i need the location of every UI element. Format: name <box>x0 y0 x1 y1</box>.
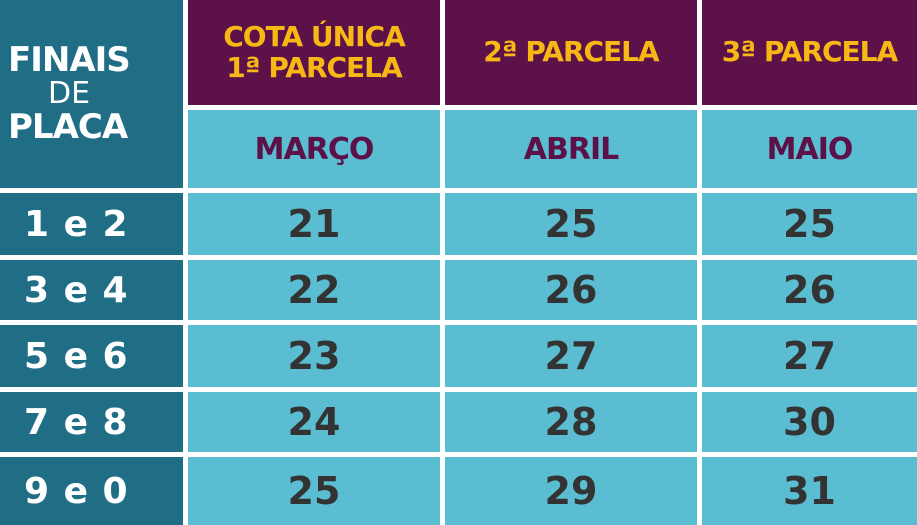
header-line: COTA ÚNICA <box>223 19 406 53</box>
plate-ending: 3 e 4 <box>0 260 183 320</box>
due-day: 23 <box>188 325 440 387</box>
corner-line1: FINAIS <box>8 39 131 80</box>
due-day: 30 <box>702 392 917 452</box>
header-installment-1: COTA ÚNICA 1ª PARCELA <box>188 0 440 105</box>
due-day: 21 <box>188 193 440 255</box>
corner-line3: PLACA <box>8 106 128 147</box>
header-line: 1ª PARCELA <box>226 50 402 84</box>
due-day: 27 <box>702 325 917 387</box>
plate-ending: 1 e 2 <box>0 193 183 255</box>
plate-endings-header: FINAIS DE PLACA <box>0 0 183 188</box>
due-day: 25 <box>188 457 440 525</box>
header-installment-3: 3ª PARCELA <box>702 0 917 105</box>
header-installment-2: 2ª PARCELA <box>445 0 697 105</box>
plate-ending: 9 e 0 <box>0 457 183 525</box>
due-day: 29 <box>445 457 697 525</box>
due-day: 28 <box>445 392 697 452</box>
due-day: 22 <box>188 260 440 320</box>
plate-ending: 5 e 6 <box>0 325 183 387</box>
month-may: MAIO <box>702 110 917 188</box>
due-day: 27 <box>445 325 697 387</box>
due-day: 25 <box>445 193 697 255</box>
due-day: 26 <box>702 260 917 320</box>
month-march: MARÇO <box>188 110 440 188</box>
corner-line2: DE <box>48 76 91 112</box>
month-april: ABRIL <box>445 110 697 188</box>
due-day: 24 <box>188 392 440 452</box>
due-day: 25 <box>702 193 917 255</box>
header-line: 2ª PARCELA <box>483 35 659 69</box>
plate-ending: 7 e 8 <box>0 392 183 452</box>
due-day: 26 <box>445 260 697 320</box>
header-line: 3ª PARCELA <box>721 35 898 69</box>
due-day: 31 <box>702 457 917 525</box>
